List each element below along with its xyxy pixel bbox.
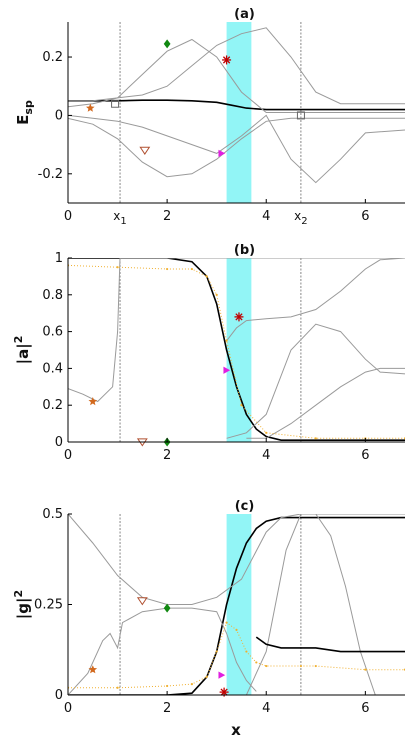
vline-label-subscript: 1 bbox=[120, 216, 126, 227]
asterisk-marker bbox=[234, 312, 244, 322]
square-marker bbox=[296, 111, 305, 120]
series-line-2 bbox=[68, 514, 405, 605]
vline-label: x1 bbox=[113, 209, 126, 227]
asterisk-marker bbox=[219, 687, 229, 697]
y-axis-label-superscript: 2 bbox=[12, 590, 25, 598]
x-axis-label: x bbox=[231, 721, 241, 739]
x-tick-label: 0 bbox=[64, 448, 72, 463]
vline-label-subscript: 2 bbox=[301, 216, 307, 227]
x-tick-label: 2 bbox=[163, 209, 171, 224]
series-point bbox=[116, 266, 119, 269]
series-point bbox=[403, 668, 405, 671]
asterisk-stroke bbox=[220, 688, 228, 696]
series-line-1 bbox=[68, 258, 405, 442]
series-group bbox=[68, 27, 405, 184]
series-point bbox=[265, 664, 268, 668]
triangle-right-marker bbox=[223, 366, 231, 374]
series-group bbox=[68, 258, 405, 442]
diamond-marker bbox=[163, 39, 171, 49]
asterisk-stroke bbox=[235, 313, 243, 321]
series-line-3 bbox=[226, 258, 405, 342]
series-line-6 bbox=[255, 636, 405, 653]
series-line-1 bbox=[68, 516, 405, 695]
y-tick-label: 0.2 bbox=[42, 398, 63, 413]
y-tick-label: 0.4 bbox=[42, 361, 63, 376]
x-tick-label: 0 bbox=[64, 701, 72, 716]
series-line-1 bbox=[68, 99, 405, 111]
x-tick-label: 0 bbox=[64, 209, 72, 224]
y-tick-label: 1 bbox=[55, 251, 63, 266]
panel-3: 0 0.25 0.5 0 2 4 6 (c) |g|2 bbox=[12, 499, 405, 716]
y-axis-label: |g|2 bbox=[12, 590, 33, 619]
series-point bbox=[116, 686, 119, 689]
series-point bbox=[364, 668, 367, 671]
series-line-5 bbox=[68, 114, 405, 184]
square-marker bbox=[111, 99, 120, 108]
x-tick-label: 4 bbox=[262, 448, 270, 463]
series-line-3 bbox=[68, 27, 405, 105]
triangle-down-marker bbox=[136, 597, 148, 606]
series-line-2 bbox=[68, 258, 405, 403]
star-marker bbox=[88, 397, 98, 406]
y-tick-label: 0.2 bbox=[42, 50, 63, 65]
y-axis-label-superscript: 2 bbox=[12, 336, 25, 344]
asterisk-marker bbox=[222, 55, 232, 65]
y-tick-label: 0 bbox=[55, 108, 63, 123]
y-axis-label-subscript: sp bbox=[22, 100, 35, 115]
star-marker bbox=[86, 103, 95, 112]
x-tick-label: 2 bbox=[163, 701, 171, 716]
panel-1: 0.2 0 -0.2 0 2 4 6 x1 x2 (a) Esp bbox=[14, 7, 405, 227]
series-line-4 bbox=[226, 323, 405, 439]
x-tick-label: 4 bbox=[262, 209, 270, 224]
triangle-down-marker bbox=[139, 146, 151, 155]
y-tick-label: 0 bbox=[55, 688, 63, 703]
shaded-band bbox=[226, 514, 252, 695]
panel-2: 0 0.2 0.4 0.6 0.8 1 0 2 4 6 (b) |a|2 bbox=[12, 243, 405, 463]
vline-label: x2 bbox=[294, 209, 307, 227]
x-tick-label: 6 bbox=[361, 701, 369, 716]
x-tick-label: 4 bbox=[262, 701, 270, 716]
star-marker bbox=[88, 665, 98, 674]
y-tick-label: 0.6 bbox=[42, 325, 63, 340]
y-tick-label: 0.5 bbox=[42, 507, 63, 522]
shaded-band bbox=[226, 22, 252, 203]
panel-label: (b) bbox=[234, 243, 255, 258]
y-axis-label: |a|2 bbox=[12, 336, 33, 365]
panel-label: (a) bbox=[234, 7, 255, 22]
diamond-marker bbox=[163, 603, 171, 613]
y-axis-label: Esp bbox=[14, 100, 35, 125]
x-tick-label: 6 bbox=[361, 448, 369, 463]
x-tick-label: 6 bbox=[361, 209, 369, 224]
asterisk-stroke bbox=[222, 56, 231, 64]
triangle-right-marker bbox=[218, 671, 226, 679]
series-group bbox=[68, 514, 405, 695]
series-line-5 bbox=[246, 367, 405, 439]
x-tick-label: 2 bbox=[163, 448, 171, 463]
y-tick-label: -0.2 bbox=[38, 167, 63, 182]
series-line-3 bbox=[68, 607, 257, 695]
series-line-4 bbox=[68, 117, 405, 178]
series-line-2 bbox=[68, 38, 405, 113]
series-line-6 bbox=[68, 264, 405, 439]
y-tick-label: 0 bbox=[55, 435, 63, 450]
y-tick-label: 0.25 bbox=[34, 598, 63, 613]
series-line-7 bbox=[68, 621, 405, 689]
series-line-4 bbox=[245, 514, 376, 695]
triangle-right-marker bbox=[218, 149, 226, 157]
panel-label: (c) bbox=[235, 499, 255, 514]
y-tick-label: 0.8 bbox=[42, 288, 63, 303]
shaded-band bbox=[226, 258, 252, 442]
